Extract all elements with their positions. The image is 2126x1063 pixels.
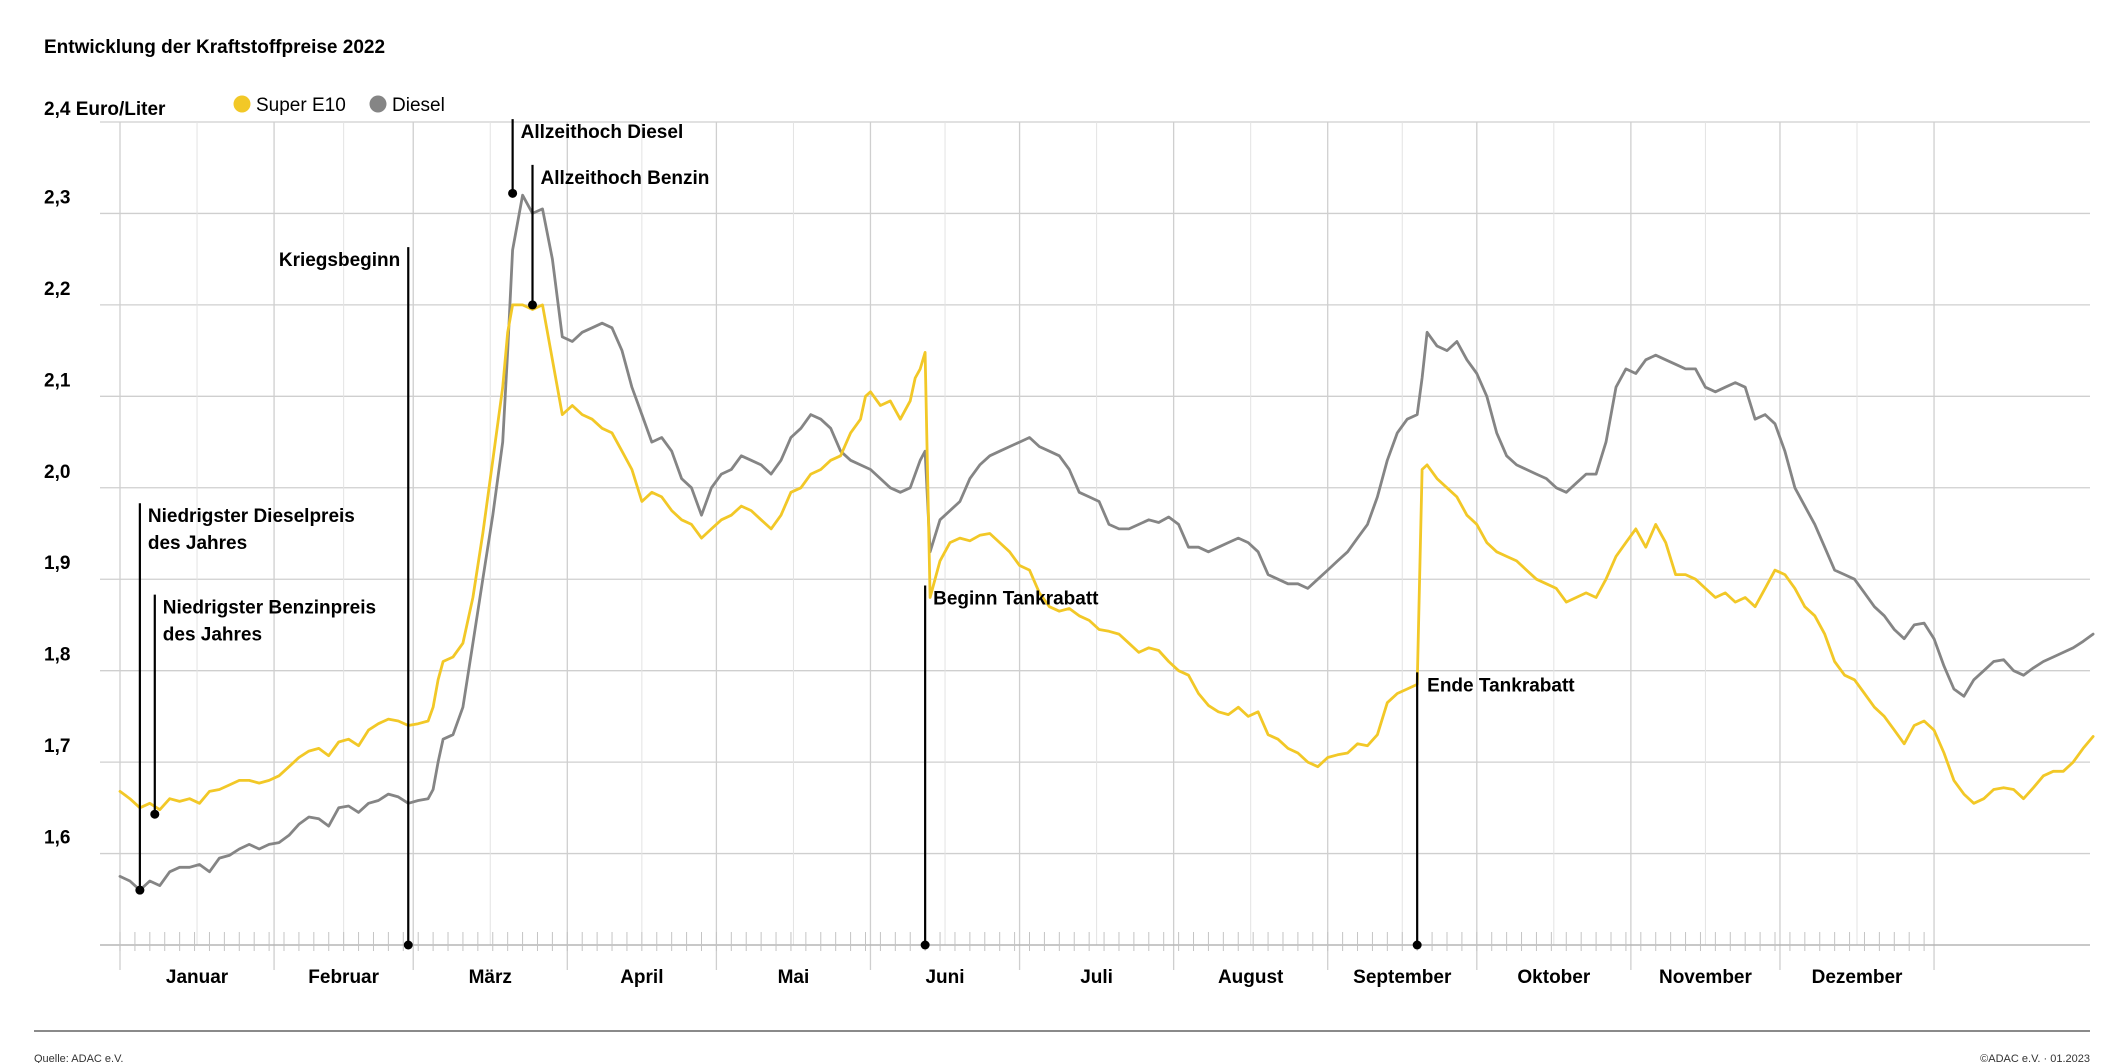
annotation-marker-min-diesel	[135, 885, 145, 895]
x-tick-label-month: September	[1353, 967, 1452, 988]
annotation-marker-allzeithoch-diesel	[508, 188, 518, 198]
annotation-label-kriegsbeginn: Kriegsbeginn	[279, 250, 400, 271]
annotation-label-ende-tankrabatt: Ende Tankrabatt	[1427, 675, 1575, 696]
annotation-marker-allzeithoch-benzin	[528, 300, 538, 310]
y-axis: 2,4 Euro/Liter 2,3 2,2 2,1 2,0 1,9 1,8 1,7 1,6	[44, 99, 166, 849]
y-tick-label: 1,7	[44, 736, 70, 757]
x-axis: Januar Februar März April Mai Juni Juli August S…	[100, 932, 2090, 988]
x-tick-label-month: Februar	[308, 967, 379, 988]
y-tick-label: 1,9	[44, 553, 70, 574]
y-tick-label: 2,1	[44, 370, 71, 391]
legend-marker-super-e10	[233, 95, 251, 113]
copyright-note: ©ADAC e.V. · 01.2023	[1980, 1053, 2090, 1063]
annotations: Niedrigster Dieselpreis des Jahres Niedrig…	[135, 119, 1575, 950]
annotation-marker-min-benzin	[150, 809, 160, 819]
annotation-label-min-diesel: Niedrigster Dieselpreis	[148, 506, 355, 527]
annotation-label-allzeithoch-benzin: Allzeithoch Benzin	[541, 168, 710, 189]
y-tick-label: 2,3	[44, 187, 70, 208]
annotation-marker-ende-tankrabatt	[1412, 940, 1422, 950]
y-tick-label: 2,2	[44, 279, 70, 300]
legend-marker-diesel	[369, 95, 387, 113]
source-note: Quelle: ADAC e.V.	[34, 1053, 123, 1063]
y-tick-label: 1,8	[44, 645, 70, 666]
x-tick-label-month: Oktober	[1517, 967, 1590, 988]
legend-label: Super E10	[256, 95, 346, 116]
legend-label: Diesel	[392, 95, 445, 116]
series-layer	[118, 193, 2095, 892]
series-line-super-e10	[118, 303, 2095, 812]
y-axis-unit-label: 2,4 Euro/Liter	[44, 99, 166, 120]
x-tick-label-month: August	[1218, 967, 1284, 988]
y-tick-label: 1,6	[44, 828, 70, 849]
series-line-diesel	[118, 193, 2095, 892]
annotation-label-allzeithoch-diesel: Allzeithoch Diesel	[521, 122, 684, 143]
x-tick-label-month: Juli	[1080, 967, 1113, 988]
x-tick-label-month: Mai	[778, 967, 810, 988]
x-tick-label-month: November	[1659, 967, 1753, 988]
x-tick-label-month: Juni	[925, 967, 964, 988]
x-tick-label-month: Dezember	[1812, 967, 1903, 988]
annotation-label-beginn-tankrabatt: Beginn Tankrabatt	[933, 589, 1099, 610]
annotation-label-min-diesel: des Jahres	[148, 533, 247, 554]
annotation-marker-kriegsbeginn	[403, 940, 413, 950]
annotation-label-min-benzin: des Jahres	[163, 625, 262, 646]
x-tick-label-month: April	[620, 967, 663, 988]
chart-title: Entwicklung der Kraftstoffpreise 2022	[44, 37, 385, 58]
annotation-label-min-benzin: Niedrigster Benzinpreis	[163, 598, 376, 619]
y-tick-label: 2,0	[44, 462, 70, 483]
x-tick-label-month: März	[469, 967, 512, 988]
legend: Super E10 Diesel	[233, 95, 445, 116]
x-tick-label-month: Januar	[166, 967, 229, 988]
annotation-marker-beginn-tankrabatt	[920, 940, 930, 950]
